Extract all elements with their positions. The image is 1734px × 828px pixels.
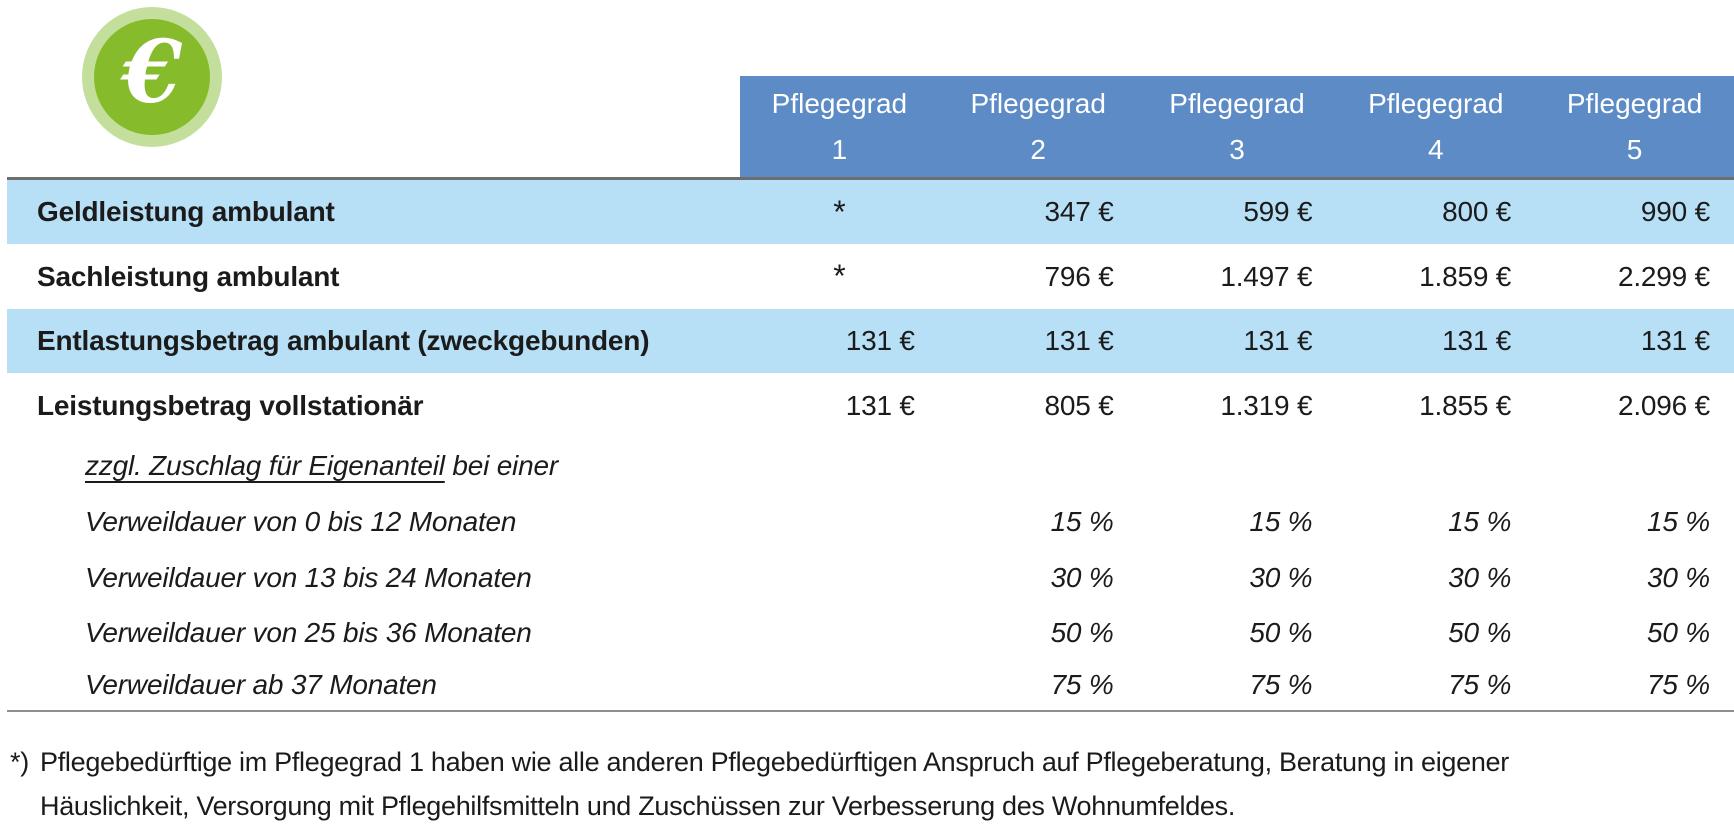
table-row-verweildauer-ab-37: Verweildauer ab 37 Monaten 75 % 75 % 75 … [7,660,1734,710]
column-header-number: 1 [831,134,848,165]
table-row-verweildauer-0-12: Verweildauer von 0 bis 12 Monaten 15 % 1… [7,493,1734,550]
value-cell: 2.299 € [1617,260,1710,292]
value-cell: 50 % [1050,616,1114,648]
table-row-zuschlag-heading: zzgl. Zuschlag für Eigenanteil bei einer [7,439,1734,493]
row-label-rest: bei einer [444,450,558,481]
value-cell: 131 € [1442,325,1512,356]
value-cell: 796 € [1044,260,1114,292]
value-cell: 75 % [1448,669,1512,700]
footnote-text: Pflegebedürftige im Pflegegrad 1 haben w… [40,740,1726,828]
value-cell: 131 € [1243,325,1313,356]
footnote-line-2: Häuslichkeit, Versorgung mit Pflegehilfs… [40,791,1236,821]
row-label: Sachleistung ambulant [37,260,340,292]
euro-icon-inner-circle: € [94,19,210,135]
value-cell: 131 € [1640,325,1710,356]
column-header-label: Pflegegrad [970,88,1106,119]
row-label: Verweildauer von 25 bis 36 Monaten [85,616,532,648]
row-label: Entlastungsbetrag ambulant (zweckgebunde… [37,325,650,356]
column-header-number: 5 [1626,134,1643,165]
value-cell: 50 % [1249,616,1313,648]
value-cell: 30 % [1050,561,1114,593]
column-header-label: Pflegegrad [1368,88,1504,119]
value-cell: 15 % [1050,505,1114,537]
footnote: *) Pflegebedürftige im Pflegegrad 1 habe… [10,740,1726,828]
table-row-verweildauer-25-36: Verweildauer von 25 bis 36 Monaten 50 % … [7,605,1734,660]
value-cell: 131 € [1044,325,1114,356]
value-cell: 30 % [1646,561,1710,593]
value-cell: 805 € [1044,390,1114,421]
value-cell: 15 % [1448,505,1512,537]
row-label: zzgl. Zuschlag für Eigenanteil bei einer [7,450,740,482]
value-cell: 50 % [1646,616,1710,648]
column-header-pflegegrad-4: Pflegegrad 4 [1336,76,1535,178]
value-cell: 1.497 € [1220,260,1313,292]
column-header-pflegegrad-2: Pflegegrad 2 [939,76,1138,178]
value-cell: * [833,258,846,294]
euro-glyph: € [122,21,182,123]
value-cell: 131 € [845,325,915,356]
column-header-label: Pflegegrad [1566,88,1703,119]
footnote-line-1: Pflegebedürftige im Pflegegrad 1 haben w… [40,747,1509,777]
footnote-marker: *) [10,747,29,777]
value-cell: * [833,193,846,230]
row-label: Leistungsbetrag vollstationär [37,390,424,421]
column-header-pflegegrad-3: Pflegegrad 3 [1138,76,1337,178]
table-row-entlastungsbetrag: Entlastungsbetrag ambulant (zweckgebunde… [7,309,1734,373]
table-body: Geldleistung ambulant * 347 € 599 € 800 … [7,180,1734,710]
value-cell: 75 % [1249,669,1313,700]
table-bottom-divider [7,710,1734,712]
value-cell: 1.319 € [1220,390,1313,421]
row-label: Verweildauer von 0 bis 12 Monaten [85,505,517,537]
value-cell: 75 % [1646,669,1710,700]
value-cell: 50 % [1448,616,1512,648]
value-cell: 2.096 € [1617,390,1710,421]
value-cell: 1.855 € [1419,390,1512,421]
value-cell: 1.859 € [1419,260,1512,292]
euro-icon: € [82,7,222,147]
value-cell: 15 % [1249,505,1313,537]
value-cell: 15 % [1646,505,1710,537]
column-header-label: Pflegegrad [771,88,908,119]
column-header-pflegegrad-5: Pflegegrad 5 [1535,76,1734,178]
column-header-number: 4 [1428,134,1444,165]
table-row-geldleistung: Geldleistung ambulant * 347 € 599 € 800 … [7,180,1734,244]
table-row-leistungsbetrag: Leistungsbetrag vollstationär 131 € 805 … [7,373,1734,439]
row-label: Verweildauer ab 37 Monaten [85,669,437,700]
value-cell: 131 € [845,390,915,421]
table-header-row: Pflegegrad 1 Pflegegrad 2 Pflegegrad 3 P… [740,76,1734,178]
row-label: Verweildauer von 13 bis 24 Monaten [85,561,532,593]
value-cell: 347 € [1044,196,1114,227]
value-cell: 75 % [1050,669,1114,700]
value-cell: 30 % [1249,561,1313,593]
value-cell: 800 € [1442,196,1512,227]
value-cell: 599 € [1243,196,1313,227]
column-header-pflegegrad-1: Pflegegrad 1 [740,76,939,178]
row-label: Geldleistung ambulant [37,196,335,227]
table-row-sachleistung: Sachleistung ambulant * 796 € 1.497 € 1.… [7,244,1734,309]
value-cell: 990 € [1640,196,1710,227]
column-header-label: Pflegegrad [1169,88,1305,119]
column-header-number: 2 [1030,134,1046,165]
value-cell: 30 % [1448,561,1512,593]
row-label-underlined: zzgl. Zuschlag für Eigenanteil [85,450,445,481]
table-row-verweildauer-13-24: Verweildauer von 13 bis 24 Monaten 30 % … [7,550,1734,605]
column-header-number: 3 [1229,134,1245,165]
table-top-divider [7,177,1734,180]
